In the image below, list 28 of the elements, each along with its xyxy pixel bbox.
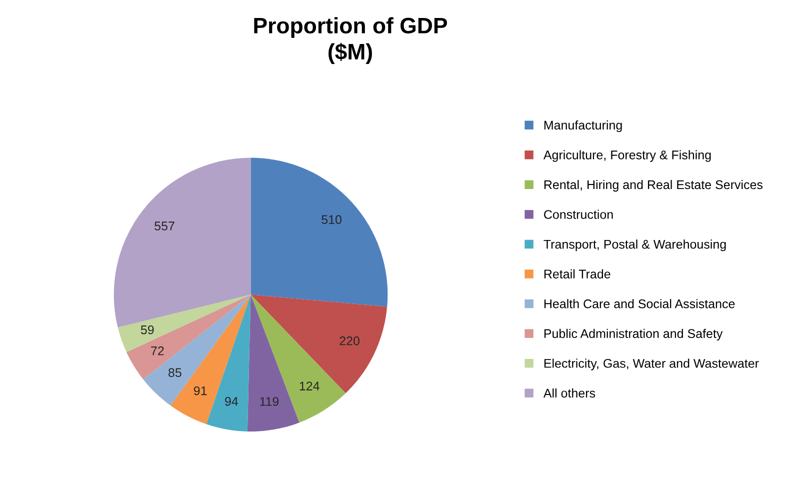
data-label: 85 bbox=[168, 368, 182, 377]
legend-label: All others bbox=[543, 388, 596, 398]
legend-label: Health Care and Social Assistance bbox=[544, 299, 735, 308]
legend-label: Retail Trade bbox=[544, 269, 610, 278]
pie-slice bbox=[143, 294, 251, 406]
chart-title: Proportion of GDP ($M) bbox=[254, 17, 448, 64]
legend-label: Transport, Postal & Warehousing bbox=[544, 240, 726, 252]
pie-slice bbox=[250, 294, 388, 394]
legend-label: Agriculture, Forestry & Fishing bbox=[543, 150, 711, 162]
data-label: 220 bbox=[340, 336, 360, 346]
pie-slice bbox=[170, 294, 251, 424]
pie-slice bbox=[247, 294, 300, 432]
data-label: 59 bbox=[140, 325, 154, 334]
legend-label: Public Administration and Safety bbox=[544, 328, 723, 340]
legend-label: Rental, Hiring and Real Estate Services bbox=[544, 180, 763, 192]
legend-label: Electricity, Gas, Water and Wastewater bbox=[544, 358, 759, 370]
data-label: 119 bbox=[260, 397, 279, 406]
legend-label: Manufacturing bbox=[544, 120, 622, 132]
data-label: 557 bbox=[154, 222, 174, 230]
legend-label: Construction bbox=[544, 210, 613, 219]
data-label: 510 bbox=[322, 215, 342, 224]
pie-slice bbox=[126, 294, 251, 380]
data-label: 91 bbox=[194, 386, 207, 396]
data-label: 72 bbox=[151, 346, 164, 356]
pie-slice bbox=[250, 158, 388, 307]
data-label: 94 bbox=[225, 396, 238, 406]
pie-slice bbox=[206, 294, 251, 432]
data-label: 124 bbox=[300, 382, 320, 390]
